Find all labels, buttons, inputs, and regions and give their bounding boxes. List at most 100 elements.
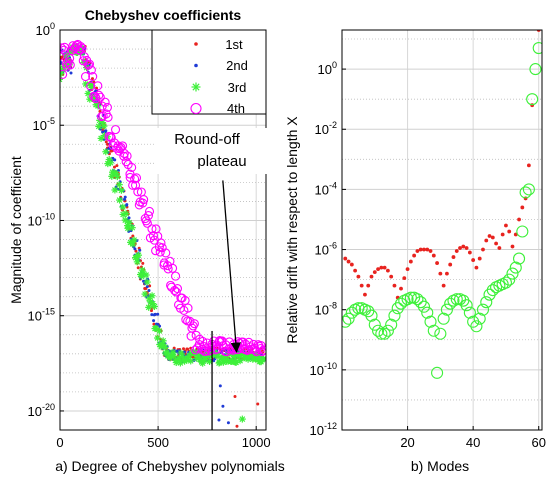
point-b-0 bbox=[418, 247, 423, 252]
point-3rd-stroke-d1 bbox=[60, 79, 63, 83]
point-4th bbox=[161, 248, 171, 258]
point-b-0 bbox=[382, 265, 387, 270]
point-1st bbox=[186, 347, 190, 351]
point-4th bbox=[187, 323, 197, 333]
panel-a-caption: a) Degree of Chebyshev polynomials bbox=[55, 458, 285, 474]
point-1st bbox=[134, 249, 138, 253]
point-4th bbox=[93, 81, 103, 91]
point-1st bbox=[152, 322, 156, 326]
point-b-1 bbox=[385, 318, 398, 331]
point-b-0 bbox=[376, 267, 380, 271]
point-b-1 bbox=[509, 261, 522, 274]
point-3rd-stroke-d2 bbox=[170, 353, 177, 359]
point-b-0 bbox=[467, 250, 472, 255]
point-b-1 bbox=[434, 327, 447, 340]
point-b-1 bbox=[503, 273, 516, 286]
point-3rd-stroke-d2 bbox=[237, 357, 243, 364]
point-b-0 bbox=[431, 253, 436, 258]
point-b-1 bbox=[381, 324, 394, 337]
panel-a-ylabel: Magnitude of coefficient bbox=[8, 156, 24, 304]
point-b-1 bbox=[476, 303, 490, 316]
point-2nd bbox=[156, 312, 160, 316]
point-4th bbox=[128, 180, 138, 190]
point-4th bbox=[139, 195, 149, 205]
point-4th bbox=[133, 187, 143, 197]
point-4th bbox=[143, 210, 154, 221]
point-3rd-stroke-d2 bbox=[162, 344, 169, 351]
point-1st bbox=[104, 140, 108, 144]
point-4th bbox=[60, 43, 66, 53]
point-4th bbox=[168, 263, 178, 273]
legend-marker-4th bbox=[190, 102, 202, 115]
point-b-0 bbox=[510, 244, 515, 249]
panel-b: 20 40 60 100 10-2 10-4 10-6 10-8 10-10 10-12 Rela… bbox=[284, 19, 546, 474]
point-3rd bbox=[148, 292, 156, 300]
point-4th bbox=[86, 81, 96, 91]
point-3rd-stroke-d2 bbox=[154, 335, 161, 341]
point-3rd bbox=[133, 258, 141, 266]
point-b-1 bbox=[444, 297, 457, 310]
point-3rd-stroke-d2 bbox=[159, 341, 166, 348]
point-4th bbox=[181, 315, 191, 325]
point-b-1 bbox=[480, 296, 493, 309]
legend-label-2nd: 2nd bbox=[226, 58, 248, 73]
point-3rd-stroke-d2 bbox=[134, 258, 141, 265]
point-b-0 bbox=[487, 234, 492, 238]
point-b-1 bbox=[365, 309, 378, 322]
point-4th bbox=[65, 53, 75, 63]
point-4th bbox=[156, 238, 166, 248]
point-3rd bbox=[134, 251, 142, 259]
point-3rd bbox=[124, 224, 132, 232]
point-b-0 bbox=[534, 19, 538, 23]
point-b-0 bbox=[497, 246, 502, 250]
point-b-0 bbox=[461, 244, 466, 249]
point-4th bbox=[206, 345, 216, 356]
point-3rd-stroke-d2 bbox=[178, 350, 184, 356]
point-3rd bbox=[150, 302, 158, 310]
y-tick-label--4: 10-4 bbox=[315, 180, 337, 197]
point-b-1 bbox=[473, 312, 486, 325]
point-b-0 bbox=[359, 283, 364, 288]
point-4th bbox=[83, 60, 93, 70]
point-b-1 bbox=[519, 186, 532, 199]
panel-b-ylabel: Relative drift with respect to length X bbox=[284, 116, 300, 344]
point-3rd-stroke-d2 bbox=[143, 272, 150, 278]
point-4th bbox=[103, 112, 113, 122]
point-3rd-stroke-d2 bbox=[113, 170, 120, 177]
point-b-0 bbox=[349, 262, 354, 267]
y-tick-label--2: 10-2 bbox=[315, 120, 337, 137]
point-2nd bbox=[127, 216, 131, 220]
point-2nd bbox=[133, 247, 137, 251]
point-4th bbox=[100, 97, 110, 107]
point-3rd bbox=[142, 271, 150, 279]
point-3rd bbox=[238, 415, 246, 423]
point-4th bbox=[80, 72, 91, 82]
point-3rd bbox=[130, 236, 138, 244]
point-4th bbox=[121, 157, 131, 167]
point-2nd bbox=[138, 248, 142, 252]
point-b-0 bbox=[464, 246, 469, 250]
point-4th bbox=[147, 224, 157, 234]
panel-a-marks bbox=[60, 39, 266, 428]
point-b-0 bbox=[386, 268, 390, 273]
point-3rd-stroke-d2 bbox=[116, 197, 123, 203]
point-b-1 bbox=[460, 299, 473, 312]
point-4th bbox=[258, 345, 266, 355]
point-b-1 bbox=[529, 63, 542, 76]
point-4th bbox=[60, 69, 68, 79]
point-b-1 bbox=[516, 225, 529, 238]
point-3rd-stroke-d2 bbox=[239, 416, 246, 422]
y-tick-label--20: 10-20 bbox=[28, 402, 55, 419]
point-3rd-stroke-d2 bbox=[187, 358, 194, 364]
point-3rd bbox=[119, 203, 127, 211]
annotation-line-1: Round-off bbox=[174, 131, 240, 148]
point-b-1 bbox=[342, 315, 352, 328]
panel-a: 0 500 1000 100 10-5 10-10 10-15 10-20 Chebyshev… bbox=[8, 7, 285, 474]
point-b-0 bbox=[526, 163, 531, 168]
point-3rd bbox=[187, 357, 195, 365]
legend-marker-1st bbox=[194, 42, 198, 46]
annotation-background bbox=[156, 128, 268, 174]
point-3rd bbox=[116, 196, 124, 204]
point-3rd bbox=[159, 337, 167, 345]
point-1st bbox=[90, 77, 94, 81]
